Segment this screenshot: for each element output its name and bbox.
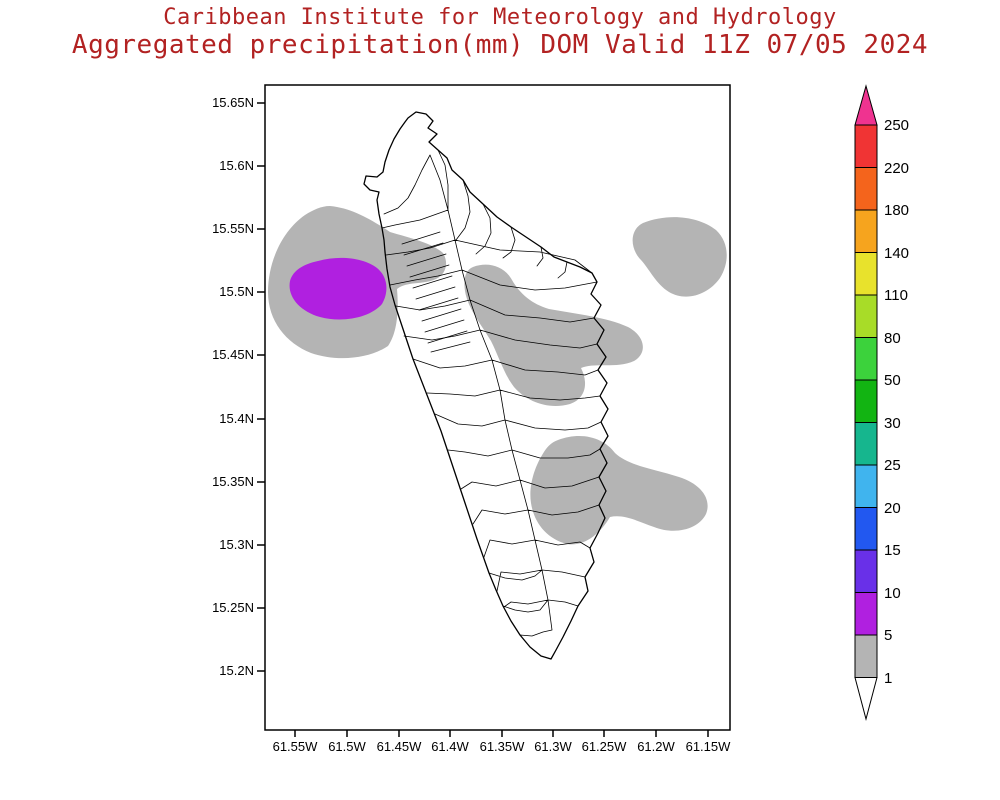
colorbar-segment-50-80 xyxy=(854,337,878,381)
colorbar-label: 110 xyxy=(884,287,908,304)
map-frame xyxy=(264,84,731,731)
colorbar-segment-180-220 xyxy=(854,167,878,211)
lat-label: 15.6N xyxy=(219,158,254,173)
colorbar-label: 5 xyxy=(884,627,892,644)
colorbar-label: 250 xyxy=(884,117,909,134)
colorbar-label: 20 xyxy=(884,500,901,517)
colorbar-segment-15-20 xyxy=(854,507,878,551)
lon-label: 61.2W xyxy=(637,739,675,754)
colorbar-arrow-above-max xyxy=(854,84,878,126)
lon-label: 61.25W xyxy=(582,739,628,754)
lon-label: 61.4W xyxy=(431,739,469,754)
lat-label: 15.45N xyxy=(212,347,254,362)
product-title: Aggregated precipitation(mm) DOM Valid 1… xyxy=(71,30,929,60)
colorbar-label: 1 xyxy=(884,670,892,687)
colorbar-segment-5-10 xyxy=(854,592,878,636)
lon-label: 61.15W xyxy=(686,739,732,754)
colorbar-label: 50 xyxy=(884,372,901,389)
lat-label: 15.2N xyxy=(219,663,254,678)
colorbar-label: 30 xyxy=(884,415,901,432)
lon-label: 61.45W xyxy=(377,739,423,754)
lat-label: 15.4N xyxy=(219,411,254,426)
precip-region-1-5-central xyxy=(464,264,643,407)
colorbar-segment-30-50 xyxy=(854,379,878,423)
colorbar-segment-80-110 xyxy=(854,294,878,338)
lat-label: 15.5N xyxy=(219,284,254,299)
colorbar-label: 10 xyxy=(884,585,901,602)
colorbar-segment-20-25 xyxy=(854,464,878,508)
watershed-hatching xyxy=(401,231,471,353)
lat-label: 15.65N xyxy=(212,95,254,110)
lon-label: 61.3W xyxy=(534,739,572,754)
lat-label: 15.25N xyxy=(212,600,254,615)
colorbar-label: 220 xyxy=(884,160,909,177)
colorbar-segment-140-180 xyxy=(854,209,878,253)
watershed-boundaries xyxy=(381,149,602,637)
colorbar-label: 25 xyxy=(884,457,901,474)
colorbar-segment-25-30 xyxy=(854,422,878,466)
lat-label: 15.55N xyxy=(212,221,254,236)
lon-label: 61.55W xyxy=(273,739,319,754)
colorbar-label: 80 xyxy=(884,330,901,347)
lat-ticks xyxy=(257,102,265,672)
colorbar-label: 140 xyxy=(884,245,909,262)
colorbar-label: 180 xyxy=(884,202,909,219)
colorbar-segment-1-5 xyxy=(854,634,878,678)
colorbar-segment-10-15 xyxy=(854,549,878,593)
colorbar-label: 15 xyxy=(884,542,901,559)
institute-title: Caribbean Institute for Meteorology and … xyxy=(163,5,837,30)
colorbar-segment-110-140 xyxy=(854,252,878,296)
colorbar-arrow-below-min xyxy=(854,677,878,721)
lon-label: 61.35W xyxy=(480,739,526,754)
lon-label: 61.5W xyxy=(328,739,366,754)
colorbar-segment-220-250 xyxy=(854,124,878,168)
precip-region-1-5-southeast xyxy=(530,436,708,545)
lat-label: 15.3N xyxy=(219,537,254,552)
precip-region-5-10-west xyxy=(289,257,387,320)
lat-label: 15.35N xyxy=(212,474,254,489)
lon-ticks xyxy=(294,730,709,737)
precip-region-1-5-northeast xyxy=(632,217,727,297)
